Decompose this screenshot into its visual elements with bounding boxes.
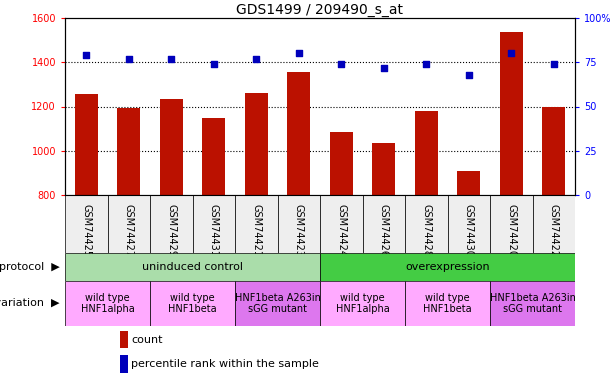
Text: GSM74420: GSM74420 <box>506 204 516 257</box>
Point <box>379 64 389 70</box>
Text: genotype/variation  ▶: genotype/variation ▶ <box>0 298 60 309</box>
Text: GSM74423: GSM74423 <box>294 204 304 257</box>
Bar <box>490 195 533 253</box>
Bar <box>447 195 490 253</box>
Point <box>549 61 558 67</box>
Bar <box>320 195 362 253</box>
Text: GSM74426: GSM74426 <box>379 204 389 257</box>
Text: percentile rank within the sample: percentile rank within the sample <box>131 359 319 369</box>
Bar <box>117 108 140 195</box>
Bar <box>235 281 320 326</box>
Bar <box>75 94 98 195</box>
Bar <box>120 331 128 348</box>
Bar <box>320 281 405 326</box>
Bar <box>457 171 481 195</box>
Point <box>124 56 134 62</box>
Bar <box>500 32 523 195</box>
Bar <box>192 195 235 253</box>
Point <box>464 72 474 78</box>
Bar <box>320 253 575 281</box>
Bar <box>330 132 353 195</box>
Bar <box>150 281 235 326</box>
Bar <box>287 72 310 195</box>
Text: GSM74431: GSM74431 <box>209 204 219 257</box>
Bar <box>65 281 150 326</box>
Point <box>209 61 219 67</box>
Bar <box>405 195 447 253</box>
Title: GDS1499 / 209490_s_at: GDS1499 / 209490_s_at <box>237 3 403 17</box>
Point <box>82 52 91 58</box>
Text: GSM74422: GSM74422 <box>549 204 559 257</box>
Bar <box>362 195 405 253</box>
Text: uninduced control: uninduced control <box>142 262 243 272</box>
Text: wild type
HNF1alpha: wild type HNF1alpha <box>336 293 389 314</box>
Bar <box>235 195 278 253</box>
Bar <box>405 281 490 326</box>
Bar <box>490 281 575 326</box>
Bar <box>372 144 395 195</box>
Bar <box>414 111 438 195</box>
Text: protocol  ▶: protocol ▶ <box>0 262 60 272</box>
Bar <box>533 195 575 253</box>
Text: wild type
HNF1beta: wild type HNF1beta <box>168 293 217 314</box>
Text: wild type
HNF1alpha: wild type HNF1alpha <box>81 293 134 314</box>
Bar <box>245 93 268 195</box>
Point <box>337 61 346 67</box>
Text: GSM74421: GSM74421 <box>251 204 261 257</box>
Bar <box>159 99 183 195</box>
Point <box>294 50 303 56</box>
Bar <box>150 195 192 253</box>
Bar <box>107 195 150 253</box>
Text: wild type
HNF1beta: wild type HNF1beta <box>423 293 472 314</box>
Bar <box>202 118 226 195</box>
Point <box>166 56 176 62</box>
Point <box>251 56 261 62</box>
Text: GSM74425: GSM74425 <box>82 204 91 257</box>
Text: GSM74428: GSM74428 <box>421 204 432 257</box>
Text: HNF1beta A263in
sGG mutant: HNF1beta A263in sGG mutant <box>235 293 321 314</box>
Point <box>421 61 431 67</box>
Bar <box>120 356 128 372</box>
Bar <box>278 195 320 253</box>
Bar <box>542 107 565 195</box>
Text: HNF1beta A263in
sGG mutant: HNF1beta A263in sGG mutant <box>490 293 576 314</box>
Text: GSM74427: GSM74427 <box>124 204 134 257</box>
Bar <box>65 195 107 253</box>
Text: overexpression: overexpression <box>405 262 490 272</box>
Text: GSM74424: GSM74424 <box>337 204 346 257</box>
Text: GSM74429: GSM74429 <box>166 204 177 257</box>
Text: count: count <box>131 335 162 345</box>
Text: GSM74430: GSM74430 <box>464 204 474 257</box>
Point <box>506 50 516 56</box>
Bar <box>65 253 320 281</box>
